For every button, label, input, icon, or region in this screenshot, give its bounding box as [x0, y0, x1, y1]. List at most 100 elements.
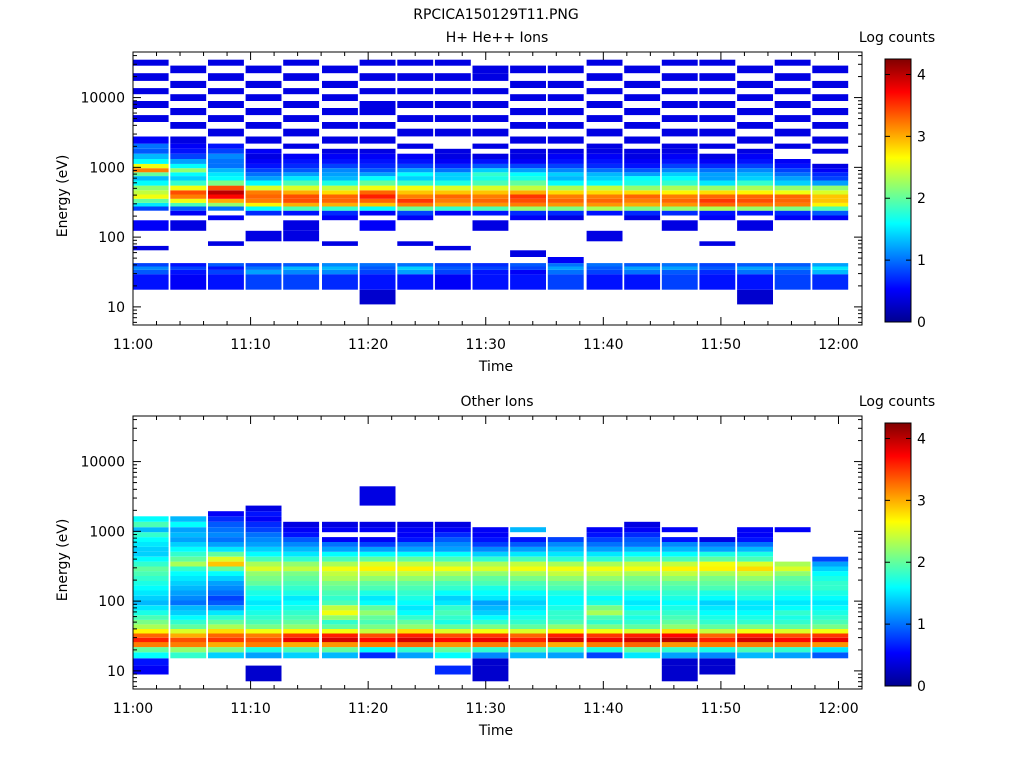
colorbar-tick-label: 2 — [917, 555, 926, 571]
heatmap-cell — [322, 176, 358, 181]
heatmap-cell — [283, 637, 320, 643]
heatmap-cell — [397, 532, 434, 538]
heatmap-cell — [283, 615, 320, 620]
heatmap-cell — [699, 561, 736, 567]
heatmap-cell — [283, 642, 320, 648]
heatmap-cell — [661, 73, 698, 81]
heatmap-cell — [661, 143, 698, 149]
heatmap-cell — [586, 532, 623, 538]
heatmap-cell — [812, 571, 849, 576]
heatmap-cell — [472, 610, 509, 616]
heatmap-cell — [245, 202, 282, 207]
heatmap-cell — [586, 202, 623, 207]
heatmap-cell — [434, 537, 471, 542]
heatmap-cell — [359, 486, 396, 506]
colorbar: 0 1 2 3 4 — [884, 422, 926, 695]
heatmap-cell — [812, 561, 849, 567]
heatmap-cell — [661, 674, 698, 682]
x-tick-label: 11:20 — [348, 337, 388, 353]
heatmap-cell — [547, 571, 584, 576]
heatmap-cell — [434, 163, 471, 169]
heatmap-cell — [283, 266, 320, 270]
heatmap-cell — [359, 637, 396, 643]
heatmap-cell — [245, 168, 282, 173]
heatmap-cell — [547, 176, 584, 181]
heatmap-cell — [624, 163, 661, 169]
heatmap-cell — [208, 561, 244, 567]
heatmap-cell — [472, 101, 509, 108]
heatmap-cell — [624, 595, 661, 601]
heatmap-cell — [699, 581, 736, 586]
heatmap-cell — [699, 210, 736, 216]
heatmap-cell — [322, 180, 358, 186]
heatmap-cell — [132, 637, 169, 643]
heatmap-cell — [170, 576, 207, 581]
heatmap-cell — [170, 615, 207, 620]
heatmap-cell — [661, 172, 698, 177]
heatmap-cell — [472, 674, 509, 682]
heatmap-cell — [434, 101, 471, 108]
heatmap-cell — [737, 633, 773, 638]
heatmap-cell — [434, 245, 471, 251]
heatmap-cell — [624, 633, 661, 638]
heatmap-cell — [774, 210, 811, 216]
heatmap-cell — [170, 551, 207, 557]
heatmap-cell — [397, 551, 434, 557]
heatmap-cell — [132, 642, 169, 648]
heatmap-cell — [737, 642, 773, 648]
heatmap-cell — [699, 658, 736, 666]
heatmap-cell — [586, 168, 623, 173]
heatmap-cell — [812, 600, 849, 606]
heatmap-cell — [624, 176, 661, 181]
heatmap-cell — [245, 576, 282, 581]
heatmap-cell — [245, 595, 282, 601]
heatmap-cell — [170, 542, 207, 547]
heatmap-cell — [774, 566, 811, 572]
heatmap-cell — [397, 190, 434, 195]
heatmap-cell — [547, 590, 584, 596]
heatmap-cell — [472, 527, 509, 533]
heatmap-cell — [397, 241, 434, 246]
heatmap-cell — [812, 202, 849, 207]
heatmap-cell — [547, 180, 584, 186]
heatmap-cell — [359, 652, 396, 659]
heatmap-cell — [208, 73, 244, 81]
heatmap-cell — [699, 190, 736, 195]
heatmap-cell — [245, 511, 282, 517]
heatmap-cell — [547, 637, 584, 643]
heatmap-cell — [624, 185, 661, 191]
heatmap-cell — [170, 94, 207, 101]
heatmap-cell — [547, 629, 584, 634]
heatmap-cell — [208, 521, 244, 528]
heatmap-cell — [359, 263, 396, 267]
heatmap-cell — [322, 571, 358, 576]
heatmap-cell — [322, 263, 358, 267]
heatmap-cell — [774, 159, 811, 164]
heatmap-cell — [132, 610, 169, 616]
heatmap-cell — [547, 642, 584, 648]
heatmap-cell — [737, 153, 773, 159]
heatmap-cell — [170, 80, 207, 88]
heatmap-cell — [132, 180, 169, 186]
heatmap-cell — [624, 521, 661, 528]
heatmap-cell — [472, 73, 509, 81]
heatmap-cell — [737, 551, 773, 557]
x-tick-label: 11:00 — [113, 337, 153, 353]
heatmap-cell — [586, 527, 623, 533]
heatmap-cell — [737, 647, 773, 653]
heatmap-cell — [170, 537, 207, 542]
heatmap-cell — [170, 190, 207, 195]
heatmap-cell — [737, 159, 773, 164]
heatmap-cell — [359, 542, 396, 547]
heatmap-cell — [359, 642, 396, 648]
heatmap-cell — [170, 595, 207, 601]
heatmap-cell — [510, 168, 546, 173]
heatmap-cell — [397, 546, 434, 552]
heatmap-cell — [774, 624, 811, 629]
heatmap-cell — [737, 546, 773, 552]
x-tick-label: 12:00 — [818, 701, 858, 717]
heatmap-cell — [245, 176, 282, 181]
heatmap-cell — [283, 143, 320, 149]
heatmap-cell — [624, 269, 661, 275]
heatmap-cell — [208, 198, 244, 203]
